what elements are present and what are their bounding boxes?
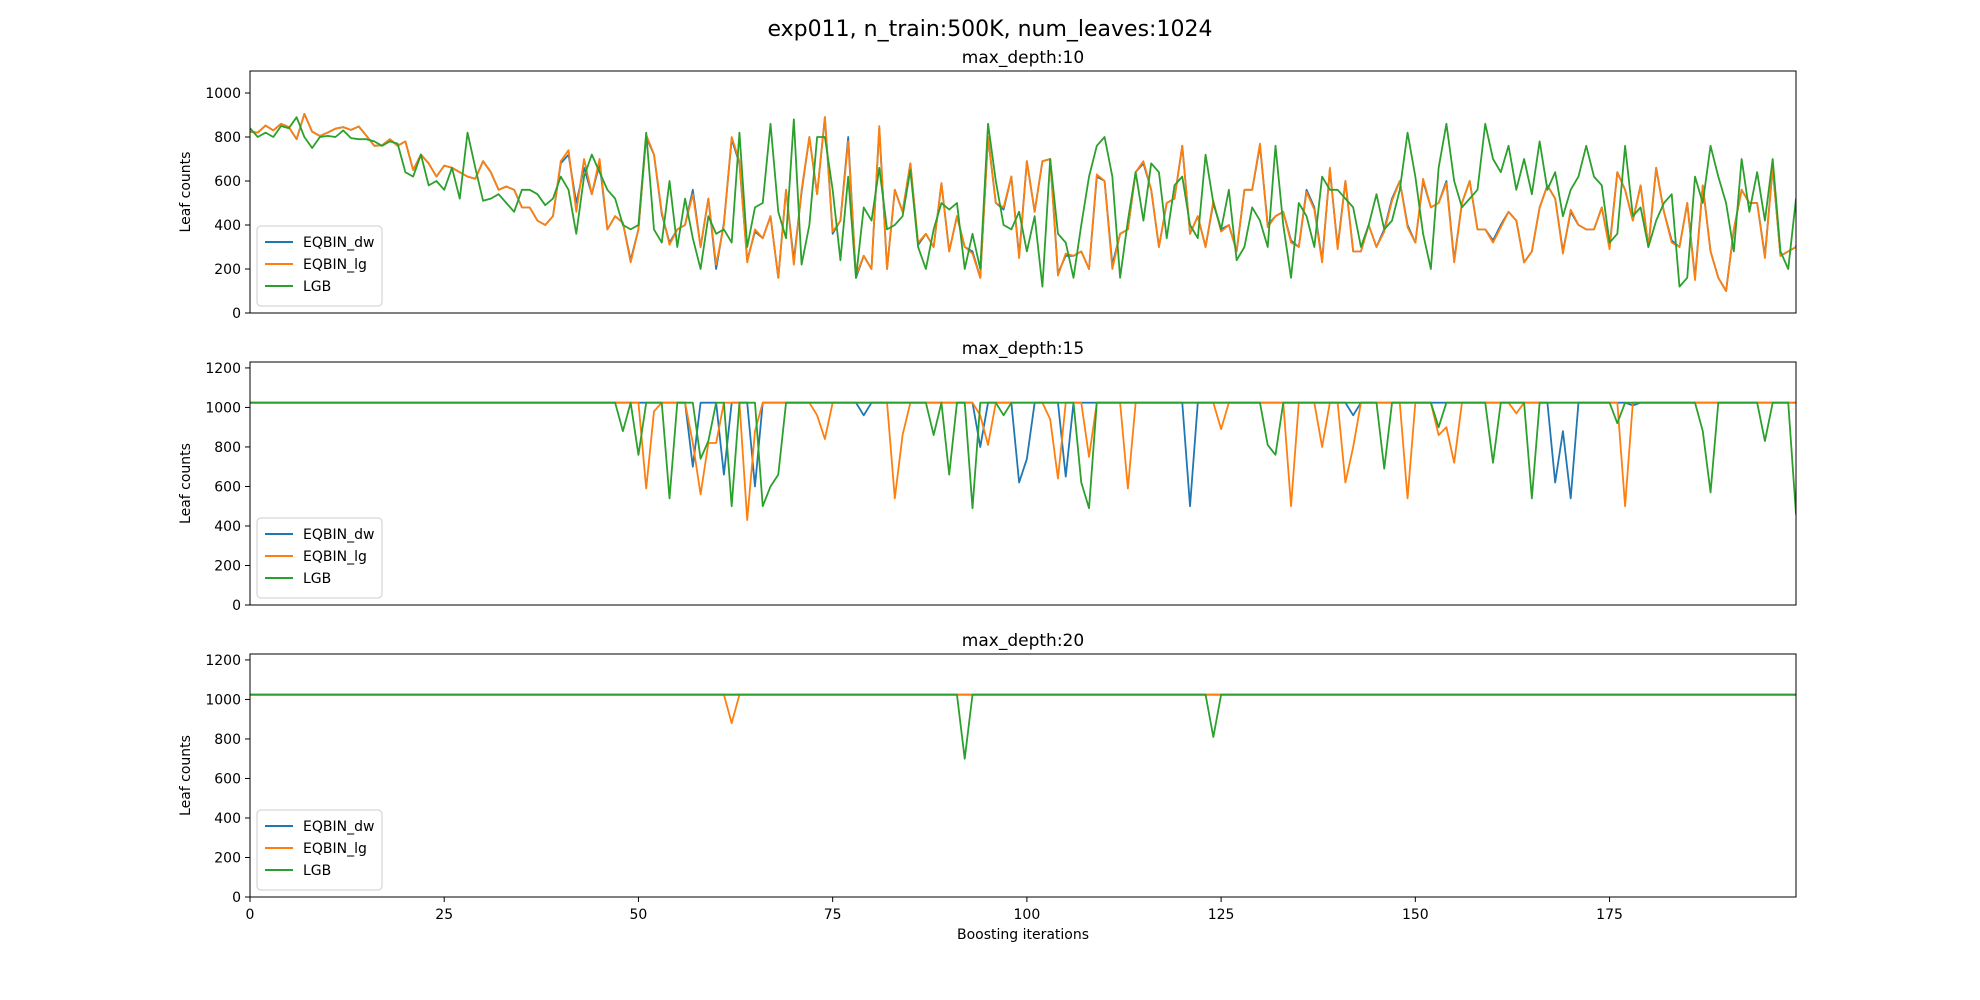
y-tick-label: 800 (214, 440, 241, 456)
y-tick-label: 600 (214, 174, 241, 190)
subplot-3: max_depth:20 0 200 400 600 800 1000 1200 0 25 50 75… (178, 631, 1797, 943)
x-tick-label: 75 (824, 907, 842, 923)
subplot-title: max_depth:20 (962, 631, 1084, 651)
series-lines (250, 113, 1796, 292)
y-tick-label: 1000 (205, 692, 241, 708)
y-tick-label: 800 (214, 130, 241, 146)
y-tick-label: 600 (214, 479, 241, 495)
y-tick-label: 1000 (205, 86, 241, 102)
series-lines (250, 401, 1796, 521)
series-line-eqbin-dw (250, 401, 1796, 508)
legend-label: EQBIN_lg (303, 257, 367, 273)
y-tick-label: 400 (214, 811, 241, 827)
subplot-title: max_depth:10 (962, 48, 1084, 68)
subplot-title: max_depth:15 (962, 339, 1084, 359)
y-tick-label: 0 (232, 306, 241, 322)
series-line-eqbin-dw (250, 113, 1796, 292)
legend: EQBIN_dw EQBIN_lg LGB (256, 517, 383, 599)
legend-label: LGB (303, 863, 331, 879)
legend-label: LGB (303, 571, 331, 587)
axes-frame (249, 653, 1797, 898)
x-tick-label: 125 (1208, 907, 1235, 923)
y-tick-label: 800 (214, 732, 241, 748)
series-line-lgb (250, 116, 1796, 288)
y-tick-label: 400 (214, 218, 241, 234)
y-axis-label: Leaf counts (178, 443, 194, 524)
y-tick-label: 400 (214, 519, 241, 535)
axes-frame (249, 70, 1797, 314)
x-tick-label: 100 (1014, 907, 1041, 923)
y-tick-label: 200 (214, 558, 241, 574)
figure-title: exp011, n_train:500K, num_leaves:1024 (768, 17, 1213, 42)
series-line-eqbin-lg (250, 113, 1796, 292)
series-line-eqbin-lg (250, 693, 1796, 725)
x-tick-label: 25 (435, 907, 453, 923)
legend: EQBIN_dw EQBIN_lg LGB (256, 225, 383, 307)
subplot-1: max_depth:10 0 200 400 600 800 1000 Leaf counts… (178, 48, 1797, 322)
x-axis-label: Boosting iterations (957, 927, 1089, 943)
subplot-2: max_depth:15 0 200 400 600 800 1000 1200 Leaf co… (178, 339, 1797, 614)
y-tick-label: 1200 (205, 361, 241, 377)
y-tick-label: 0 (232, 890, 241, 906)
y-tick-label: 0 (232, 598, 241, 614)
x-tick-label: 150 (1402, 907, 1429, 923)
legend-label: EQBIN_dw (303, 235, 374, 251)
series-lines (250, 693, 1796, 760)
legend-label: LGB (303, 279, 331, 295)
y-tick-label: 1200 (205, 653, 241, 669)
legend-label: EQBIN_lg (303, 549, 367, 565)
axes-frame (249, 361, 1797, 606)
legend: EQBIN_dw EQBIN_lg LGB (256, 809, 383, 891)
legend-label: EQBIN_lg (303, 841, 367, 857)
y-axis-label: Leaf counts (178, 152, 194, 233)
legend-label: EQBIN_dw (303, 527, 374, 543)
x-tick-label: 0 (246, 907, 255, 923)
x-tick-label: 50 (630, 907, 648, 923)
y-tick-label: 200 (214, 850, 241, 866)
x-tick-label: 175 (1596, 907, 1623, 923)
series-line-eqbin-lg (250, 401, 1796, 521)
y-tick-label: 200 (214, 262, 241, 278)
series-line-lgb (250, 401, 1796, 516)
y-axis-label: Leaf counts (178, 735, 194, 816)
y-tick-label: 1000 (205, 400, 241, 416)
series-line-lgb (250, 693, 1796, 760)
legend-label: EQBIN_dw (303, 819, 374, 835)
y-tick-label: 600 (214, 771, 241, 787)
